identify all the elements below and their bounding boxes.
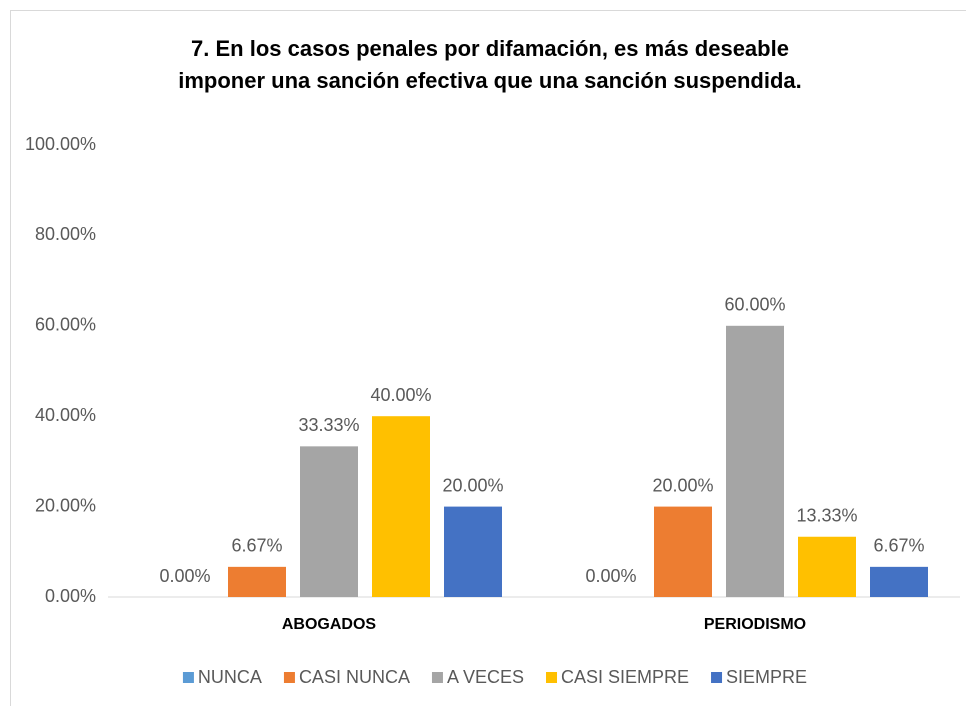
chart-title: 7. En los casos penales por difamación, … — [191, 36, 789, 61]
legend-label: A VECES — [447, 667, 524, 687]
data-label: 60.00% — [724, 295, 785, 315]
bar — [654, 506, 712, 597]
chart-title: imponer una sanción efectiva que una san… — [178, 68, 801, 93]
legend-swatch — [431, 672, 443, 683]
legend-swatch — [182, 672, 194, 683]
y-tick-label: 100.00% — [25, 134, 96, 154]
data-label: 20.00% — [442, 475, 503, 495]
bar — [300, 446, 358, 597]
data-label: 40.00% — [370, 385, 431, 405]
y-tick-label: 20.00% — [35, 495, 96, 515]
data-label: 20.00% — [652, 475, 713, 495]
bar — [444, 506, 502, 597]
y-tick-label: 0.00% — [45, 586, 96, 606]
data-label: 33.33% — [298, 415, 359, 435]
bar — [798, 536, 856, 597]
bar — [870, 566, 928, 597]
legend-label: SIEMPRE — [726, 667, 807, 687]
bar — [228, 566, 286, 597]
chart-frame — [10, 10, 966, 706]
bar — [372, 416, 430, 597]
data-label: 0.00% — [159, 566, 210, 586]
legend-swatch — [283, 672, 295, 683]
y-tick-label: 60.00% — [35, 315, 96, 335]
x-tick-label: PERIODISMO — [704, 616, 806, 633]
x-tick-label: ABOGADOS — [282, 616, 377, 633]
y-tick-label: 40.00% — [35, 405, 96, 425]
legend-label: CASI SIEMPRE — [561, 667, 689, 687]
legend-label: NUNCA — [198, 667, 262, 687]
y-tick-label: 80.00% — [35, 224, 96, 244]
legend-label: CASI NUNCA — [299, 667, 410, 687]
data-label: 13.33% — [796, 505, 857, 525]
data-label: 6.67% — [231, 536, 282, 556]
bar — [726, 325, 784, 597]
data-label: 0.00% — [585, 566, 636, 586]
data-label: 6.67% — [873, 536, 924, 556]
legend-swatch — [711, 672, 723, 683]
legend-swatch — [546, 672, 558, 683]
